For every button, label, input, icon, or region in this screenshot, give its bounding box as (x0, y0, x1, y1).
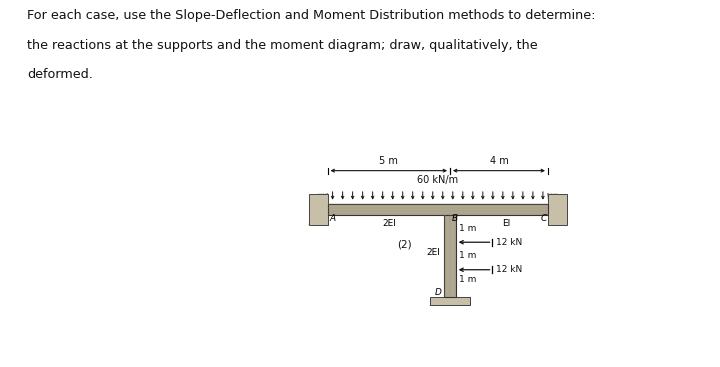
Bar (444, 215, 456, 297)
Text: deformed.: deformed. (27, 68, 93, 81)
Text: D: D (435, 288, 442, 297)
Text: C: C (541, 214, 547, 224)
Text: 12 kN: 12 kN (496, 238, 522, 247)
Text: EI: EI (502, 219, 510, 228)
Text: 4 m: 4 m (490, 156, 508, 166)
Text: the reactions at the supports and the moment diagram; draw, qualitatively, the: the reactions at the supports and the mo… (27, 39, 538, 51)
Bar (309, 194, 328, 225)
Text: (2): (2) (397, 240, 412, 250)
Text: 60 kN/m: 60 kN/m (417, 175, 459, 185)
Text: B: B (451, 214, 458, 224)
Text: For each case, use the Slope-Deflection and Moment Distribution methods to deter: For each case, use the Slope-Deflection … (27, 9, 596, 22)
Text: 1 m: 1 m (459, 224, 477, 233)
Text: 1 m: 1 m (459, 275, 477, 284)
Text: 1 m: 1 m (459, 251, 477, 261)
Text: 2EI: 2EI (427, 248, 441, 257)
Text: 2EI: 2EI (382, 219, 396, 228)
Text: A: A (330, 214, 336, 224)
Text: 12 kN: 12 kN (496, 265, 522, 274)
Text: 5 m: 5 m (379, 156, 398, 166)
Bar (548, 194, 567, 225)
Bar (328, 204, 548, 215)
Bar (430, 297, 470, 305)
